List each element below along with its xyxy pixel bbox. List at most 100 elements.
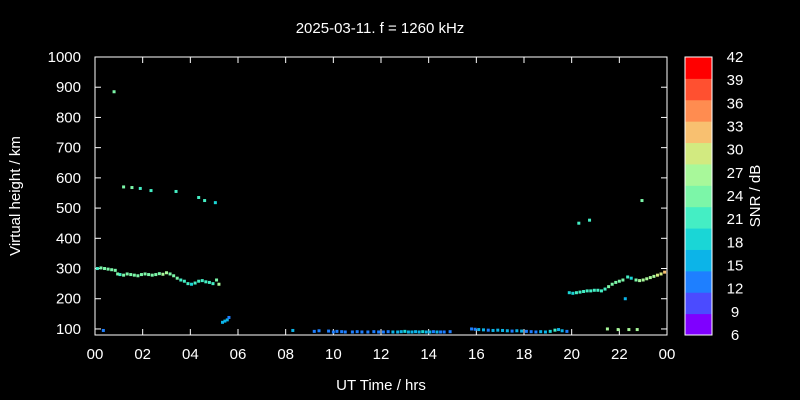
y-axis: 100 200 300 400 500 600 700 800 900 1000 bbox=[48, 49, 667, 338]
data-point bbox=[410, 330, 414, 334]
data-point bbox=[149, 189, 153, 193]
data-point bbox=[648, 276, 652, 280]
data-point bbox=[553, 328, 557, 332]
data-point bbox=[614, 280, 618, 284]
x-tick-label: 08 bbox=[277, 346, 294, 363]
data-point bbox=[652, 274, 656, 278]
data-point bbox=[132, 273, 136, 277]
data-point bbox=[635, 328, 639, 332]
data-point bbox=[179, 278, 183, 282]
chart-title: 2025-03-11. f = 1260 kHz bbox=[296, 20, 465, 37]
y-tick-label: 1000 bbox=[48, 49, 81, 66]
data-point bbox=[655, 273, 659, 277]
x-tick-label: 04 bbox=[182, 346, 199, 363]
data-point bbox=[617, 279, 621, 283]
colorbar-tick-label: 15 bbox=[727, 258, 744, 275]
data-point bbox=[431, 330, 435, 334]
data-point bbox=[515, 329, 519, 333]
data-point bbox=[122, 273, 126, 277]
x-tick-label: 06 bbox=[230, 346, 247, 363]
data-point bbox=[414, 330, 418, 334]
data-point bbox=[197, 279, 201, 283]
x-tick-label: 00 bbox=[659, 346, 676, 363]
data-point bbox=[496, 328, 500, 332]
data-point bbox=[406, 330, 410, 334]
data-point bbox=[403, 329, 407, 333]
data-point bbox=[491, 328, 495, 332]
data-point bbox=[477, 328, 481, 332]
data-point bbox=[331, 330, 335, 334]
data-point bbox=[172, 274, 176, 278]
data-point bbox=[629, 276, 633, 280]
data-point bbox=[143, 272, 147, 276]
colorbar-segment bbox=[685, 142, 712, 165]
x-tick-label: 20 bbox=[563, 346, 580, 363]
x-tick-label: 12 bbox=[373, 346, 390, 363]
data-point bbox=[442, 330, 446, 334]
x-tick-label: 00 bbox=[87, 346, 104, 363]
colorbar-tick-label: 30 bbox=[727, 142, 744, 159]
data-point bbox=[118, 273, 122, 277]
data-point bbox=[193, 281, 197, 285]
data-point bbox=[605, 327, 609, 331]
data-point bbox=[343, 330, 347, 334]
data-point bbox=[372, 330, 376, 334]
data-point bbox=[312, 329, 316, 333]
colorbar-label: SNR / dB bbox=[747, 165, 764, 228]
data-point bbox=[360, 330, 364, 334]
data-point bbox=[640, 199, 644, 203]
data-point bbox=[524, 329, 528, 333]
data-point bbox=[223, 319, 227, 323]
data-point bbox=[567, 291, 571, 295]
data-point bbox=[391, 330, 395, 334]
data-point bbox=[543, 330, 547, 334]
data-point bbox=[211, 282, 215, 286]
data-point bbox=[439, 330, 443, 334]
data-point bbox=[99, 266, 103, 270]
colorbar-tick-label: 24 bbox=[727, 188, 744, 205]
colorbar-tick-label: 39 bbox=[727, 72, 744, 89]
data-point bbox=[225, 318, 229, 322]
colorbar-frame bbox=[684, 56, 713, 336]
y-tick-label: 100 bbox=[56, 321, 81, 338]
data-point bbox=[377, 330, 381, 334]
x-tick-label: 18 bbox=[516, 346, 533, 363]
data-point bbox=[147, 273, 151, 277]
data-point bbox=[417, 330, 421, 334]
data-point bbox=[95, 267, 99, 271]
data-point bbox=[106, 267, 110, 271]
data-point bbox=[112, 90, 116, 94]
data-point bbox=[129, 273, 133, 277]
data-point bbox=[603, 287, 607, 291]
data-point bbox=[539, 330, 543, 334]
data-point bbox=[207, 280, 211, 284]
data-point bbox=[227, 315, 231, 319]
colorbar-tick-label: 36 bbox=[727, 95, 744, 112]
data-point bbox=[585, 289, 589, 293]
data-point bbox=[481, 328, 485, 332]
data-point bbox=[317, 329, 321, 333]
data-point bbox=[607, 285, 611, 289]
data-point bbox=[610, 282, 614, 286]
data-point bbox=[588, 218, 592, 222]
data-point bbox=[138, 186, 142, 190]
data-point bbox=[520, 329, 524, 333]
colorbar-segment bbox=[685, 292, 712, 315]
y-tick-label: 600 bbox=[56, 170, 81, 187]
y-axis-label: Virtual height / km bbox=[7, 136, 24, 256]
data-point bbox=[136, 274, 140, 278]
data-point bbox=[510, 329, 514, 333]
x-axis: 00 02 04 06 08 10 12 14 16 18 20 22 00 bbox=[87, 57, 676, 363]
data-point bbox=[448, 330, 452, 334]
data-point bbox=[204, 280, 208, 284]
data-point bbox=[221, 320, 225, 324]
data-point bbox=[645, 277, 649, 281]
plot-area bbox=[94, 56, 668, 336]
data-point bbox=[501, 328, 505, 332]
colorbar: 6 9 12 15 18 21 24 27 30 33 36 39 42 bbox=[684, 49, 744, 344]
data-point bbox=[623, 297, 627, 301]
colorbar-segment bbox=[685, 228, 712, 250]
data-point bbox=[175, 276, 179, 280]
data-point bbox=[355, 330, 359, 334]
